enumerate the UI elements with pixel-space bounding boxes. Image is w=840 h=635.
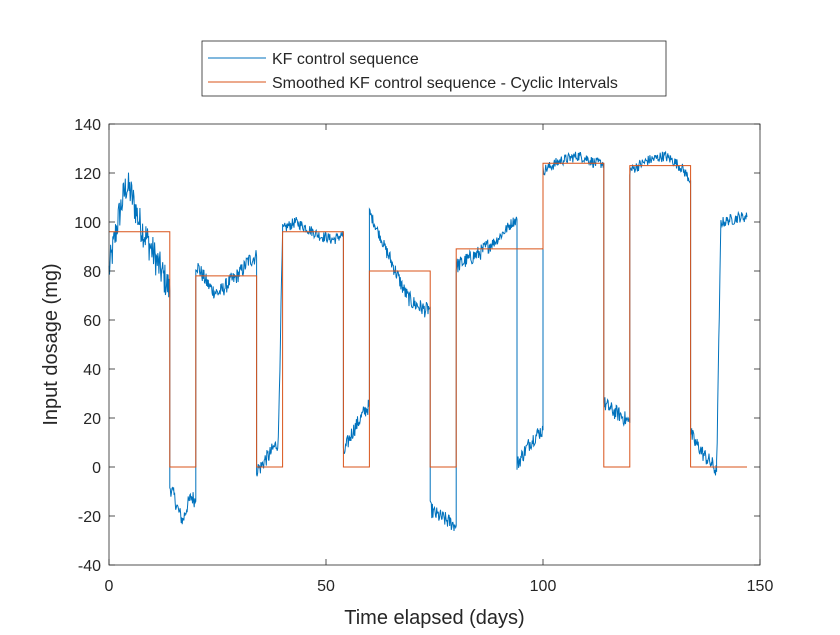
x-tick-label: 0 xyxy=(105,578,114,595)
series-line-1 xyxy=(109,162,747,468)
y-axis-label: Input dosage (mg) xyxy=(40,263,62,425)
y-tick-label: 60 xyxy=(83,313,101,330)
y-tick-label: 20 xyxy=(83,411,101,428)
x-tick-label: 100 xyxy=(530,578,557,595)
y-tick-label: 80 xyxy=(83,264,101,281)
x-axis-ticks: 0 50 100 150 xyxy=(105,124,774,595)
legend-box xyxy=(201,40,667,97)
legend-label-kf: KF control sequence xyxy=(272,51,419,68)
y-tick-label: 40 xyxy=(83,362,101,379)
plot-area-box xyxy=(108,123,761,566)
y-tick-label: -40 xyxy=(78,558,101,575)
y-tick-label: 100 xyxy=(74,215,101,232)
legend-label-smoothed: Smoothed KF control sequence - Cyclic In… xyxy=(272,75,618,92)
y-tick-label: 0 xyxy=(92,460,101,477)
legend: KF control sequence Smoothed KF control … xyxy=(201,40,667,97)
x-tick-label: 50 xyxy=(317,578,335,595)
x-tick-label: 150 xyxy=(747,578,774,595)
series-line-0 xyxy=(108,150,748,532)
y-tick-label: 140 xyxy=(74,117,101,134)
x-axis-label: Time elapsed (days) xyxy=(344,607,524,629)
y-tick-label: 120 xyxy=(74,166,101,183)
y-tick-label: -20 xyxy=(78,509,101,526)
series-layer xyxy=(108,150,748,532)
plot-area-background xyxy=(109,124,760,565)
y-axis-ticks: -40 -20 0 20 40 60 80 100 120 140 xyxy=(74,117,760,575)
